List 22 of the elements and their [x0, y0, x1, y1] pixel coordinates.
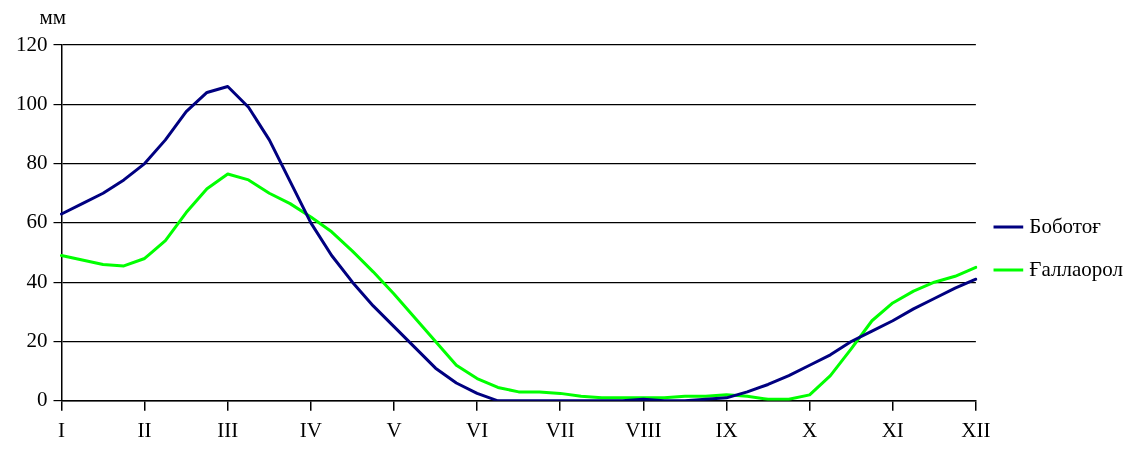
y-tick-label: 0 [37, 387, 48, 412]
x-tick-label: VI [466, 417, 489, 442]
y-tick-label: 80 [26, 150, 48, 175]
x-tick-label: I [58, 417, 65, 442]
x-tick-label: X [802, 417, 818, 442]
y-tick-label: 20 [26, 328, 48, 353]
y-tick-label: 120 [16, 31, 48, 56]
y-tick-label: 40 [26, 268, 48, 293]
x-tick-label: XII [961, 417, 991, 442]
x-tick-label: XI [881, 417, 904, 442]
x-tick-label: II [137, 417, 152, 442]
x-tick-label: IV [299, 417, 322, 442]
x-tick-label: VII [545, 417, 575, 442]
x-tick-label: V [386, 417, 402, 442]
legend-label: Ғаллаорол [1029, 256, 1124, 281]
y-axis-title: мм [39, 5, 67, 30]
x-tick-label: III [217, 417, 239, 442]
x-tick-label: IX [715, 417, 738, 442]
x-tick-label: VIII [625, 417, 662, 442]
y-tick-label: 60 [26, 209, 48, 234]
legend-label: Боботоғ [1029, 213, 1102, 238]
y-tick-label: 100 [16, 90, 48, 115]
